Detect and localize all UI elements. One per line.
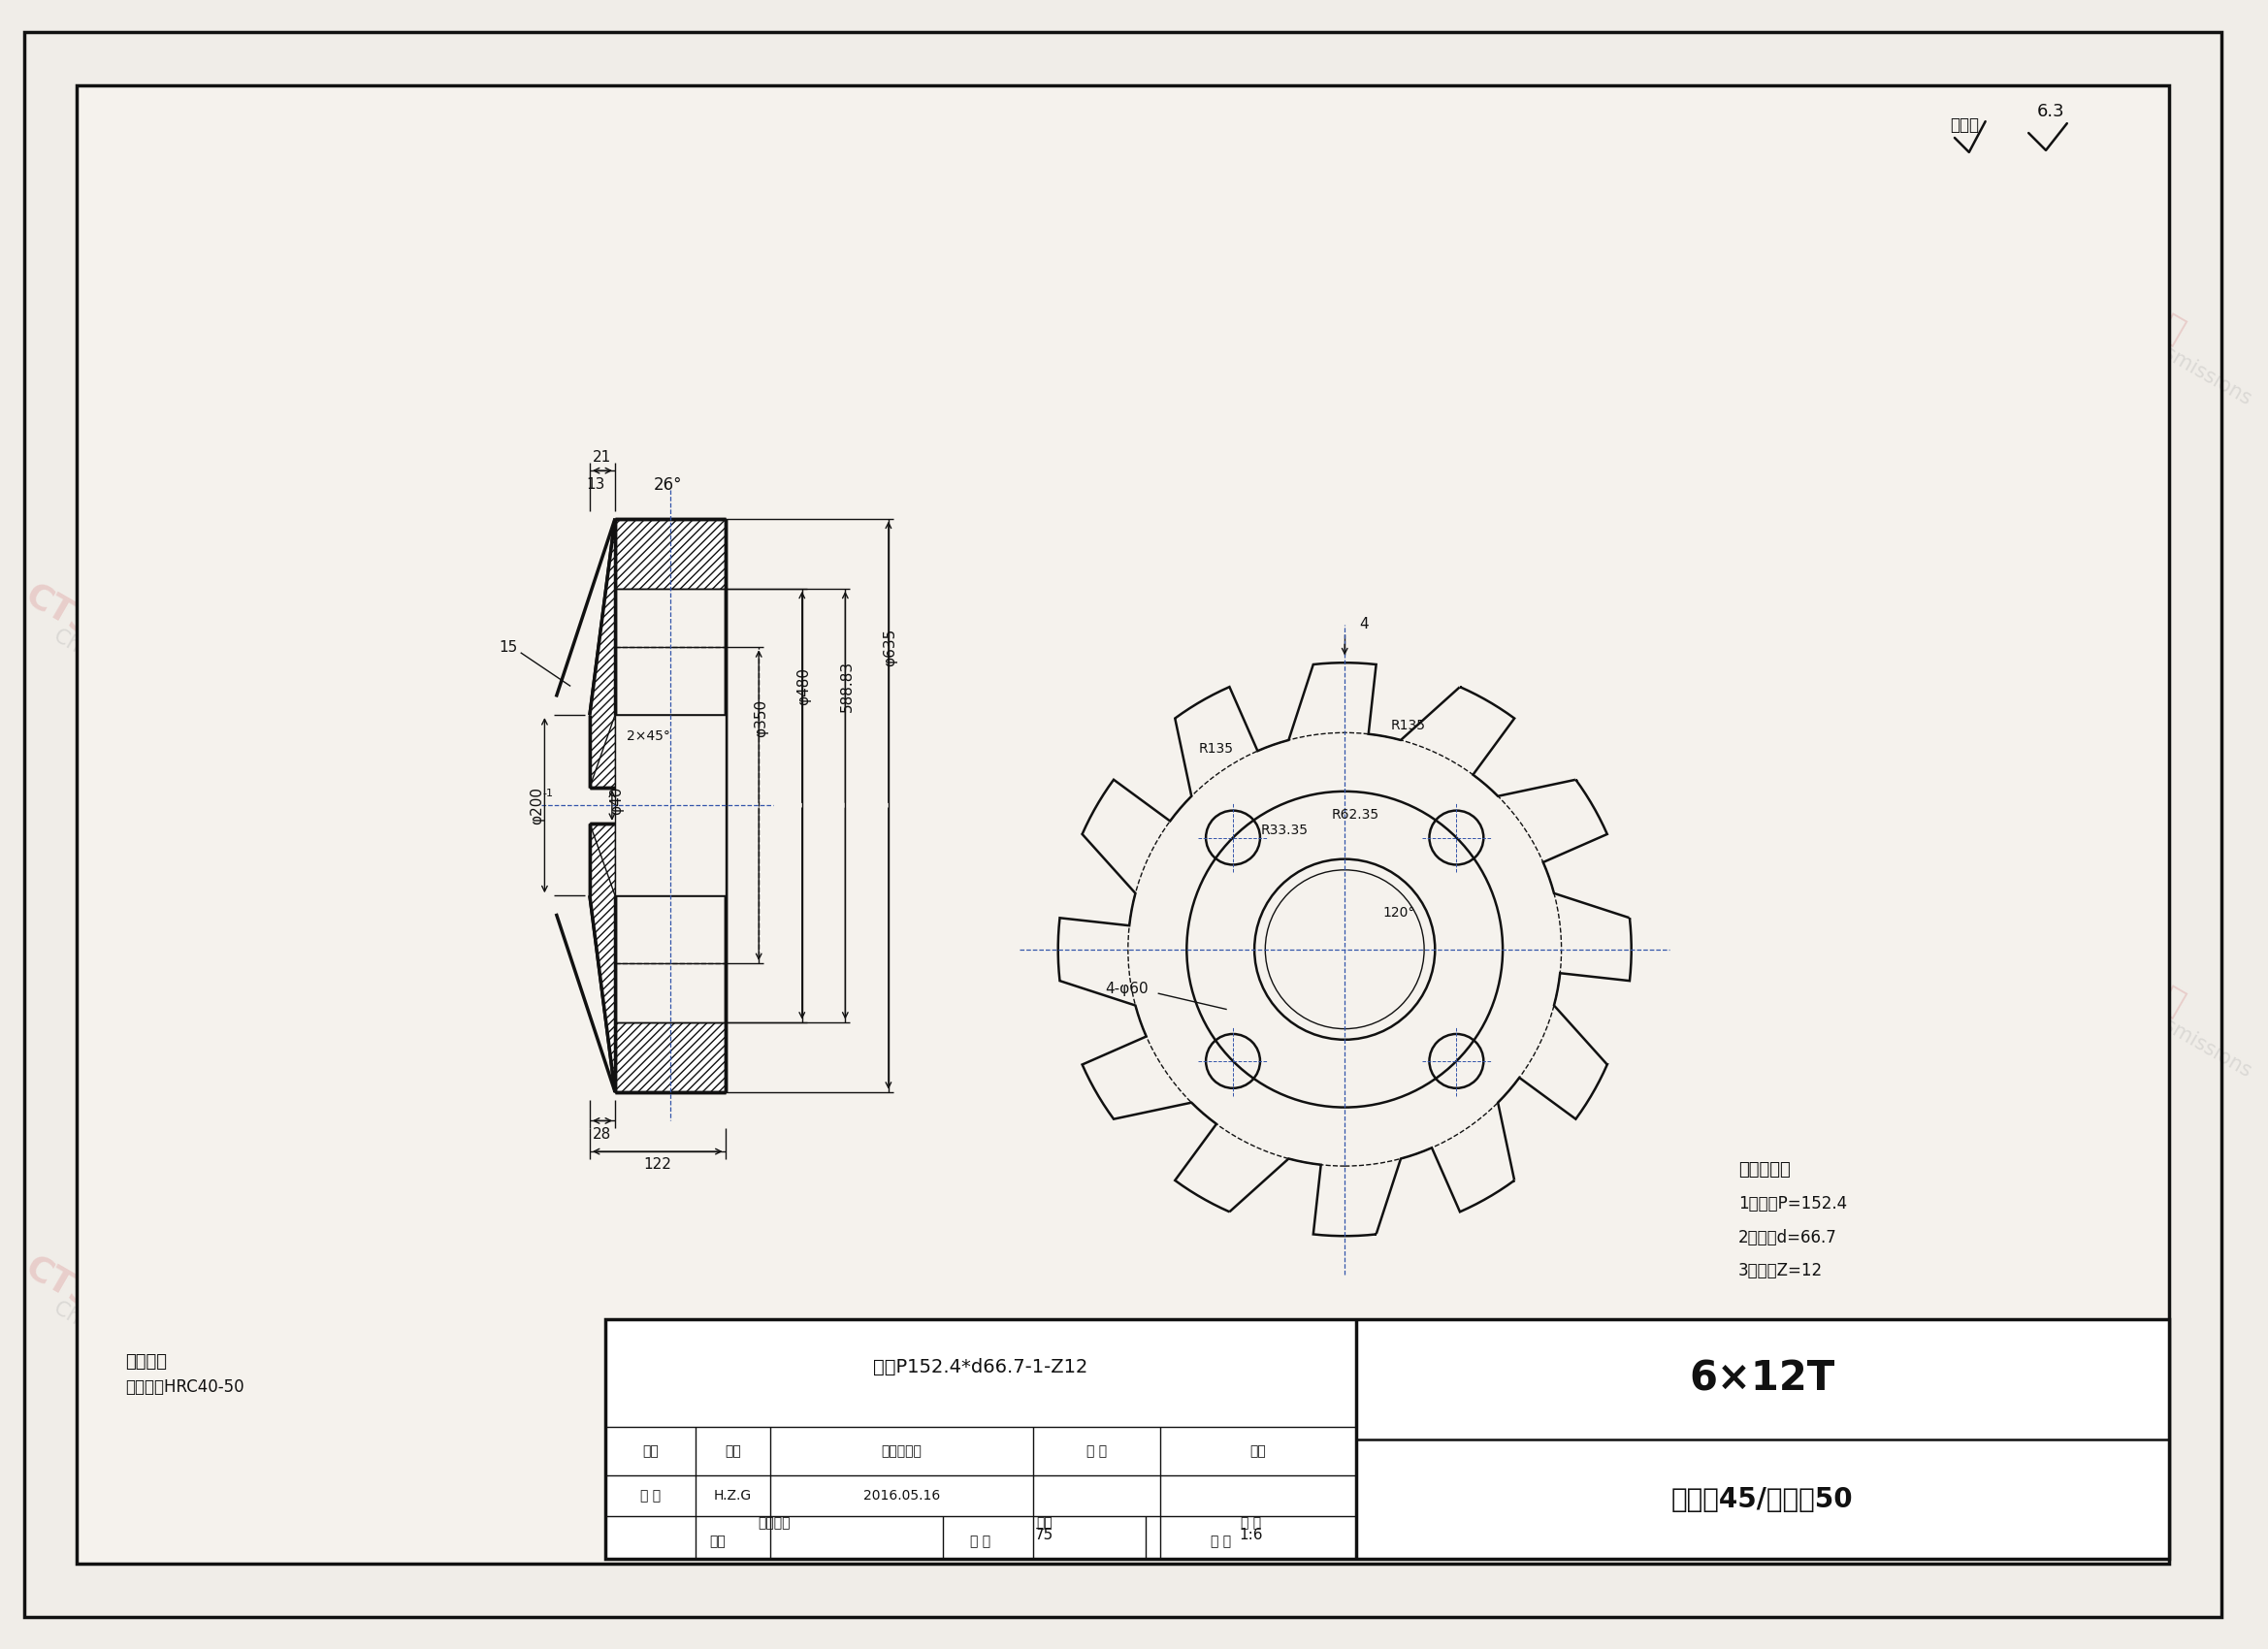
Text: R135: R135 — [1198, 742, 1234, 755]
Polygon shape — [590, 823, 615, 1092]
Text: 2、滚子d=66.7: 2、滚子d=66.7 — [1740, 1229, 1837, 1247]
Text: China Transmissions: China Transmissions — [2068, 961, 2254, 1082]
Text: China Transmissions: China Transmissions — [243, 289, 431, 409]
Text: 13: 13 — [585, 477, 606, 491]
Text: 4: 4 — [1359, 617, 1368, 632]
Text: China Transmissions: China Transmissions — [964, 1298, 1150, 1416]
Text: China Transmissions: China Transmissions — [723, 289, 909, 409]
Text: China Transmissions: China Transmissions — [1442, 1298, 1631, 1416]
Text: φ635: φ635 — [882, 628, 898, 666]
Text: 26°: 26° — [653, 477, 683, 493]
Text: China Transmissions: China Transmissions — [1442, 625, 1631, 745]
Text: CTS阳奇传动: CTS阳奇传动 — [1411, 1250, 1565, 1359]
Text: 4-φ60: 4-φ60 — [1105, 981, 1148, 996]
Text: China Transmissions: China Transmissions — [2068, 289, 2254, 409]
Text: CTS阳奇传动: CTS阳奇传动 — [1651, 242, 1805, 350]
Polygon shape — [590, 519, 615, 787]
Text: φ480: φ480 — [796, 668, 812, 706]
Text: China Transmissions: China Transmissions — [1683, 289, 1871, 409]
Text: R33.35: R33.35 — [1261, 823, 1309, 838]
Text: 15: 15 — [499, 640, 517, 655]
Text: 签 字: 签 字 — [1086, 1445, 1107, 1458]
Text: R62.35: R62.35 — [1331, 808, 1379, 821]
Text: 75: 75 — [1034, 1529, 1055, 1542]
Polygon shape — [615, 589, 726, 648]
Text: CTS阳奇传动: CTS阳奇传动 — [211, 242, 365, 350]
Text: China Transmissions: China Transmissions — [1202, 961, 1390, 1082]
Text: 齿面淡火HRC40-50: 齿面淡火HRC40-50 — [125, 1379, 245, 1397]
Text: CTS阳奇传动: CTS阳奇传动 — [1411, 579, 1565, 686]
Text: China Transmissions: China Transmissions — [243, 961, 431, 1082]
Text: 校 对: 校 对 — [971, 1535, 991, 1548]
Text: 28: 28 — [592, 1126, 612, 1141]
Text: China Transmissions: China Transmissions — [964, 625, 1150, 745]
Text: φ350: φ350 — [753, 699, 769, 737]
Text: CTS阳奇传动: CTS阳奇传动 — [932, 1250, 1086, 1359]
Text: China Transmissions: China Transmissions — [1683, 961, 1871, 1082]
Text: CTS阳奇传动: CTS阳奇传动 — [1892, 1250, 2046, 1359]
Text: CTS阳奇传动: CTS阳奇传动 — [1173, 242, 1325, 350]
Text: 设 计: 设 计 — [640, 1489, 660, 1502]
Text: 审 定: 审 定 — [1211, 1535, 1232, 1548]
Text: 21: 21 — [592, 450, 612, 465]
Text: 日期: 日期 — [1250, 1445, 1266, 1458]
Text: 6.3: 6.3 — [2037, 104, 2064, 120]
Text: CTS阳奇传动: CTS阳奇传动 — [1651, 915, 1805, 1022]
Text: CTS阳奇传动: CTS阳奇传动 — [1173, 915, 1325, 1022]
Text: 1:6: 1:6 — [1238, 1529, 1263, 1542]
Text: 120°: 120° — [1383, 907, 1415, 920]
Text: China Transmissions: China Transmissions — [483, 1298, 669, 1416]
Text: 6×12T: 6×12T — [1690, 1359, 1835, 1400]
Polygon shape — [615, 716, 726, 895]
Text: 2016.05.16: 2016.05.16 — [864, 1489, 939, 1502]
Text: China Transmissions: China Transmissions — [50, 625, 238, 745]
Text: 重量: 重量 — [1036, 1517, 1052, 1530]
Text: 图样标记: 图样标记 — [758, 1517, 789, 1530]
Text: 122: 122 — [644, 1158, 671, 1172]
Text: 比 例: 比 例 — [1241, 1517, 1261, 1530]
Text: 日期: 日期 — [710, 1535, 726, 1548]
Polygon shape — [615, 963, 726, 1022]
Text: CTS阳奇传动: CTS阳奇传动 — [451, 579, 606, 686]
Bar — [606, 1319, 2168, 1560]
Text: -1: -1 — [542, 788, 553, 798]
Text: 其余：: 其余： — [1950, 117, 1978, 134]
Text: CTS阳奇传动: CTS阳奇传动 — [692, 915, 846, 1022]
Polygon shape — [615, 1022, 726, 1092]
Text: CTS阳奇传动: CTS阳奇传动 — [211, 915, 365, 1022]
Text: CTS阳奇传动: CTS阳奇传动 — [692, 242, 846, 350]
Text: 1、节距P=152.4: 1、节距P=152.4 — [1740, 1196, 1846, 1212]
Text: CTS阳奇传动: CTS阳奇传动 — [2037, 915, 2191, 1022]
Text: 处数: 处数 — [723, 1445, 742, 1458]
Text: 锤轮P152.4*d66.7-1-Z12: 锤轮P152.4*d66.7-1-Z12 — [873, 1357, 1089, 1377]
Text: 588.83: 588.83 — [839, 660, 855, 712]
Text: 锤轮参数：: 锤轮参数： — [1740, 1161, 1792, 1179]
Text: 技术要求: 技术要求 — [125, 1354, 166, 1370]
Text: China Transmissions: China Transmissions — [1923, 1298, 2112, 1416]
Polygon shape — [1059, 663, 1631, 1237]
Polygon shape — [615, 519, 726, 589]
Text: 2×45°: 2×45° — [626, 729, 669, 744]
Text: CTS阳奇传动: CTS阳奇传动 — [932, 579, 1086, 686]
Text: φ40: φ40 — [610, 787, 624, 815]
Text: China Transmissions: China Transmissions — [723, 961, 909, 1082]
Text: CTS阳奇传动: CTS阳奇传动 — [18, 579, 172, 686]
Text: China Transmissions: China Transmissions — [50, 1298, 238, 1416]
Text: φ200: φ200 — [531, 787, 544, 824]
Text: CTS阳奇传动: CTS阳奇传动 — [18, 1250, 172, 1359]
Text: China Transmissions: China Transmissions — [483, 625, 669, 745]
Text: 更改文件名: 更改文件名 — [882, 1445, 921, 1458]
Text: CTS阳奇传动: CTS阳奇传动 — [1892, 579, 2046, 686]
Polygon shape — [590, 716, 615, 787]
Text: 材料：45/数量：50: 材料：45/数量：50 — [1672, 1486, 1853, 1512]
Text: R135: R135 — [1390, 719, 1424, 732]
Text: 标记: 标记 — [642, 1445, 658, 1458]
Text: CTS阳奇传动: CTS阳奇传动 — [451, 1250, 606, 1359]
Text: CTS阳奇传动: CTS阳奇传动 — [2037, 242, 2191, 350]
Polygon shape — [590, 823, 615, 895]
Text: China Transmissions: China Transmissions — [1202, 289, 1390, 409]
Text: H.Z.G: H.Z.G — [714, 1489, 751, 1502]
Text: China Transmissions: China Transmissions — [1923, 625, 2112, 745]
Text: 3、齿数Z=12: 3、齿数Z=12 — [1740, 1263, 1823, 1280]
